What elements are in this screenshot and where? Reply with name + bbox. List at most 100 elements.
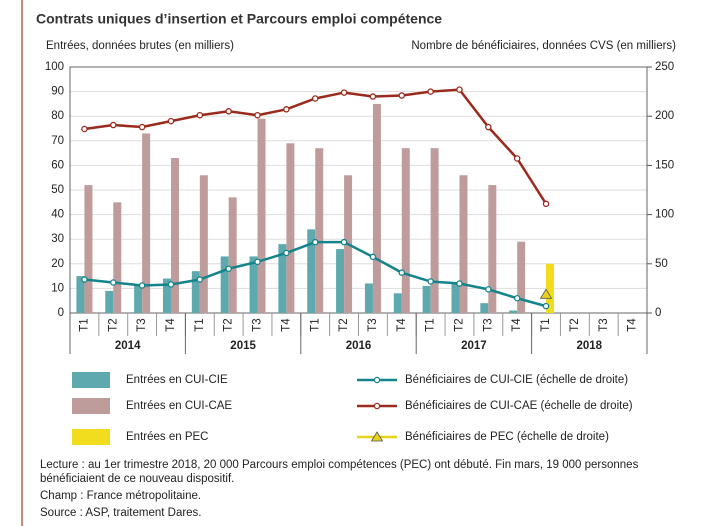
line-marker <box>283 249 290 257</box>
line-marker <box>340 89 348 96</box>
bar <box>393 293 402 313</box>
y2-tick-label: 100 <box>655 209 674 221</box>
line-marker <box>398 92 406 99</box>
x-tick-label: T1 <box>78 318 90 331</box>
x-tick-label: T1 <box>309 318 321 331</box>
bar <box>249 256 258 313</box>
year-label: 2014 <box>115 340 141 352</box>
bar <box>113 202 122 313</box>
note: Lecture : au 1er trimestre 2018, 20 000 … <box>40 459 639 471</box>
year-label: 2018 <box>577 340 603 352</box>
line-marker <box>311 238 319 246</box>
bar <box>336 249 345 313</box>
year-label: 2016 <box>346 340 372 352</box>
line-marker <box>427 278 434 285</box>
line-marker <box>167 281 175 288</box>
line-marker <box>427 88 434 95</box>
bar <box>84 185 93 313</box>
bar <box>315 148 324 313</box>
line-marker <box>81 125 88 133</box>
line-marker <box>513 294 521 302</box>
line-marker <box>110 121 117 129</box>
y-tick-label: 90 <box>51 86 64 98</box>
line-marker <box>542 302 550 310</box>
legend-swatch <box>373 376 381 384</box>
y2-tick-label: 150 <box>655 159 674 171</box>
bar <box>307 229 316 313</box>
line-marker <box>283 106 290 113</box>
y2-tick-label: 200 <box>655 110 674 122</box>
y-tick-label: 0 <box>58 307 64 319</box>
bar <box>517 241 526 313</box>
x-tick-label: T1 <box>425 318 437 331</box>
bar <box>509 310 518 313</box>
line-marker <box>254 258 261 266</box>
y-axis-label: Entrées, données brutes (en milliers) <box>46 40 234 52</box>
y-tick-label: 40 <box>51 209 64 221</box>
line-marker <box>369 253 377 261</box>
legend-label: Entrées en CUI-CAE <box>126 400 232 412</box>
line-marker <box>81 276 88 283</box>
line-marker <box>398 269 406 276</box>
x-tick-label: T3 <box>367 318 379 331</box>
bar <box>257 118 266 313</box>
bar <box>430 148 439 313</box>
line-marker <box>138 282 146 289</box>
bar <box>278 244 287 313</box>
y-tick-label: 10 <box>51 282 64 294</box>
bar <box>228 197 237 313</box>
note: Champ : France métropolitaine. <box>40 490 201 502</box>
bar <box>76 276 85 313</box>
x-tick-label: T2 <box>454 318 466 331</box>
line-marker <box>225 108 232 115</box>
x-tick-label: T1 <box>194 318 206 331</box>
x-tick-label: T3 <box>252 318 264 331</box>
line-marker <box>456 86 463 93</box>
bar <box>546 263 555 313</box>
y2-axis-label: Nombre de bénéficiaires, données CVS (en… <box>411 40 676 52</box>
bar <box>451 283 460 313</box>
y-tick-label: 50 <box>51 184 64 196</box>
bar <box>220 256 229 313</box>
line-marker <box>513 155 521 162</box>
bar <box>401 148 410 313</box>
x-tick-label: T2 <box>569 318 581 331</box>
y-tick-label: 30 <box>51 233 64 245</box>
line-marker <box>196 111 204 119</box>
legend-swatch <box>373 402 381 410</box>
legend-swatch <box>370 431 384 442</box>
line-marker <box>485 123 492 131</box>
bar <box>488 185 497 313</box>
note: Source : ASP, traitement Dares. <box>40 507 202 519</box>
year-label: 2015 <box>230 340 256 352</box>
line-marker <box>456 280 463 287</box>
line-marker <box>340 238 348 246</box>
line-marker <box>225 265 232 272</box>
bar <box>286 143 295 313</box>
x-tick-label: T4 <box>511 318 523 332</box>
bar <box>364 283 373 313</box>
line-marker <box>196 276 204 283</box>
x-tick-label: T4 <box>165 318 177 332</box>
line-marker <box>485 286 492 293</box>
x-tick-label: T3 <box>136 318 148 331</box>
y-tick-label: 70 <box>51 135 64 147</box>
x-tick-label: T3 <box>598 318 610 331</box>
bar <box>480 303 489 313</box>
x-tick-label: T2 <box>338 318 350 331</box>
bar <box>372 103 381 314</box>
x-tick-label: T4 <box>396 318 408 332</box>
bar <box>459 175 468 313</box>
bar <box>105 290 114 313</box>
bar <box>134 285 143 313</box>
x-tick-label: T1 <box>540 318 552 331</box>
triangle-marker <box>539 288 553 299</box>
bar <box>162 278 171 313</box>
y-tick-label: 20 <box>51 258 64 270</box>
line-marker <box>110 279 117 286</box>
y-tick-label: 80 <box>51 110 64 122</box>
line-marker <box>311 95 319 102</box>
bar <box>170 158 179 313</box>
bar <box>142 133 151 313</box>
